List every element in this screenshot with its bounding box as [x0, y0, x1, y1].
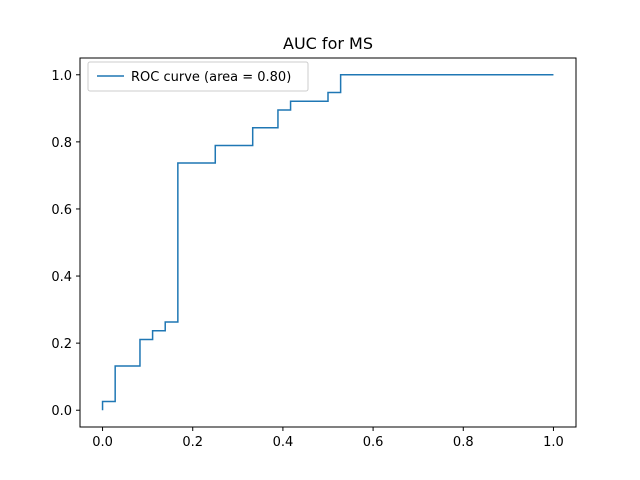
- x-tick-label: 0.6: [363, 435, 384, 450]
- plot-area: [79, 57, 577, 428]
- chart-title: AUC for MS: [283, 34, 373, 53]
- legend-box: [87, 61, 309, 92]
- x-tick-label: 0.4: [273, 435, 294, 450]
- y-tick-label: 0.8: [51, 136, 72, 151]
- plot-frame: [79, 57, 577, 428]
- y-axis: 0.0 0.2 0.4 0.6 0.8 1.0: [51, 69, 80, 419]
- y-tick-label: 1.0: [51, 69, 72, 84]
- x-tick-label: 0.0: [92, 435, 113, 450]
- legend-label: ROC curve (area = 0.80): [131, 70, 291, 85]
- x-axis: 0.0 0.2 0.4 0.6 0.8 1.0: [92, 427, 564, 450]
- y-tick-label: 0.6: [51, 203, 72, 218]
- x-tick-label: 0.8: [453, 435, 474, 450]
- series-layer: [101, 74, 554, 411]
- x-tick-label: 1.0: [543, 435, 564, 450]
- roc-curve-line: [101, 74, 554, 411]
- y-tick-label: 0.4: [51, 270, 72, 285]
- y-tick-label: 0.0: [51, 404, 72, 419]
- y-tick-label: 0.2: [51, 337, 72, 352]
- x-tick-label: 0.2: [182, 435, 203, 450]
- legend: ROC curve (area = 0.80): [87, 61, 309, 92]
